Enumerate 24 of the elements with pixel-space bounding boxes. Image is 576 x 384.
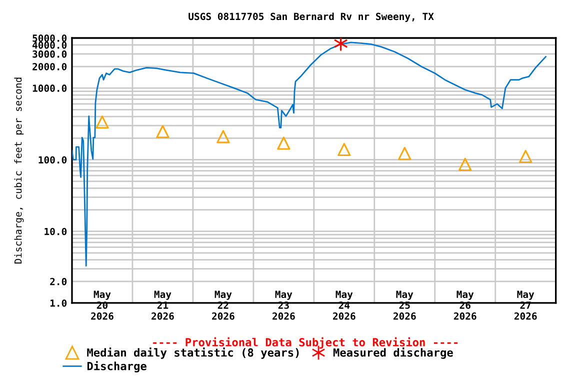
y-tick-label: 2.0 [50,278,67,286]
point [458,158,472,171]
y-tick-label: 3000.0 [32,50,67,58]
y-axis-title: Discharge, cubic feet per second [14,78,24,264]
point [156,125,170,138]
point [216,130,230,144]
point [398,146,412,160]
legend-label: Discharge [87,361,146,372]
point [338,142,351,156]
legend-label: Measured discharge [333,348,453,359]
point [519,150,532,164]
chart-title: USGS 08117705 San Bernard Rv nr Sweeny, TX [188,12,434,22]
point [277,136,290,150]
y-tick-label: 2000.0 [32,63,67,70]
y-tick-label: 1000.0 [32,84,67,92]
y-tick-label: 1.0 [50,299,67,307]
y-tick-label: 4000.0 [32,41,67,49]
text: ---- Provisional Data Subject to Revision ---- [153,337,458,349]
y-tick-label: 5000.0 [32,34,67,42]
point [334,38,348,51]
y-tick-label: 10.0 [44,228,67,236]
point [96,116,109,129]
legend-label: Median daily statistic (8 years) [87,348,299,359]
y-tick-label: 100.0 [38,156,67,164]
